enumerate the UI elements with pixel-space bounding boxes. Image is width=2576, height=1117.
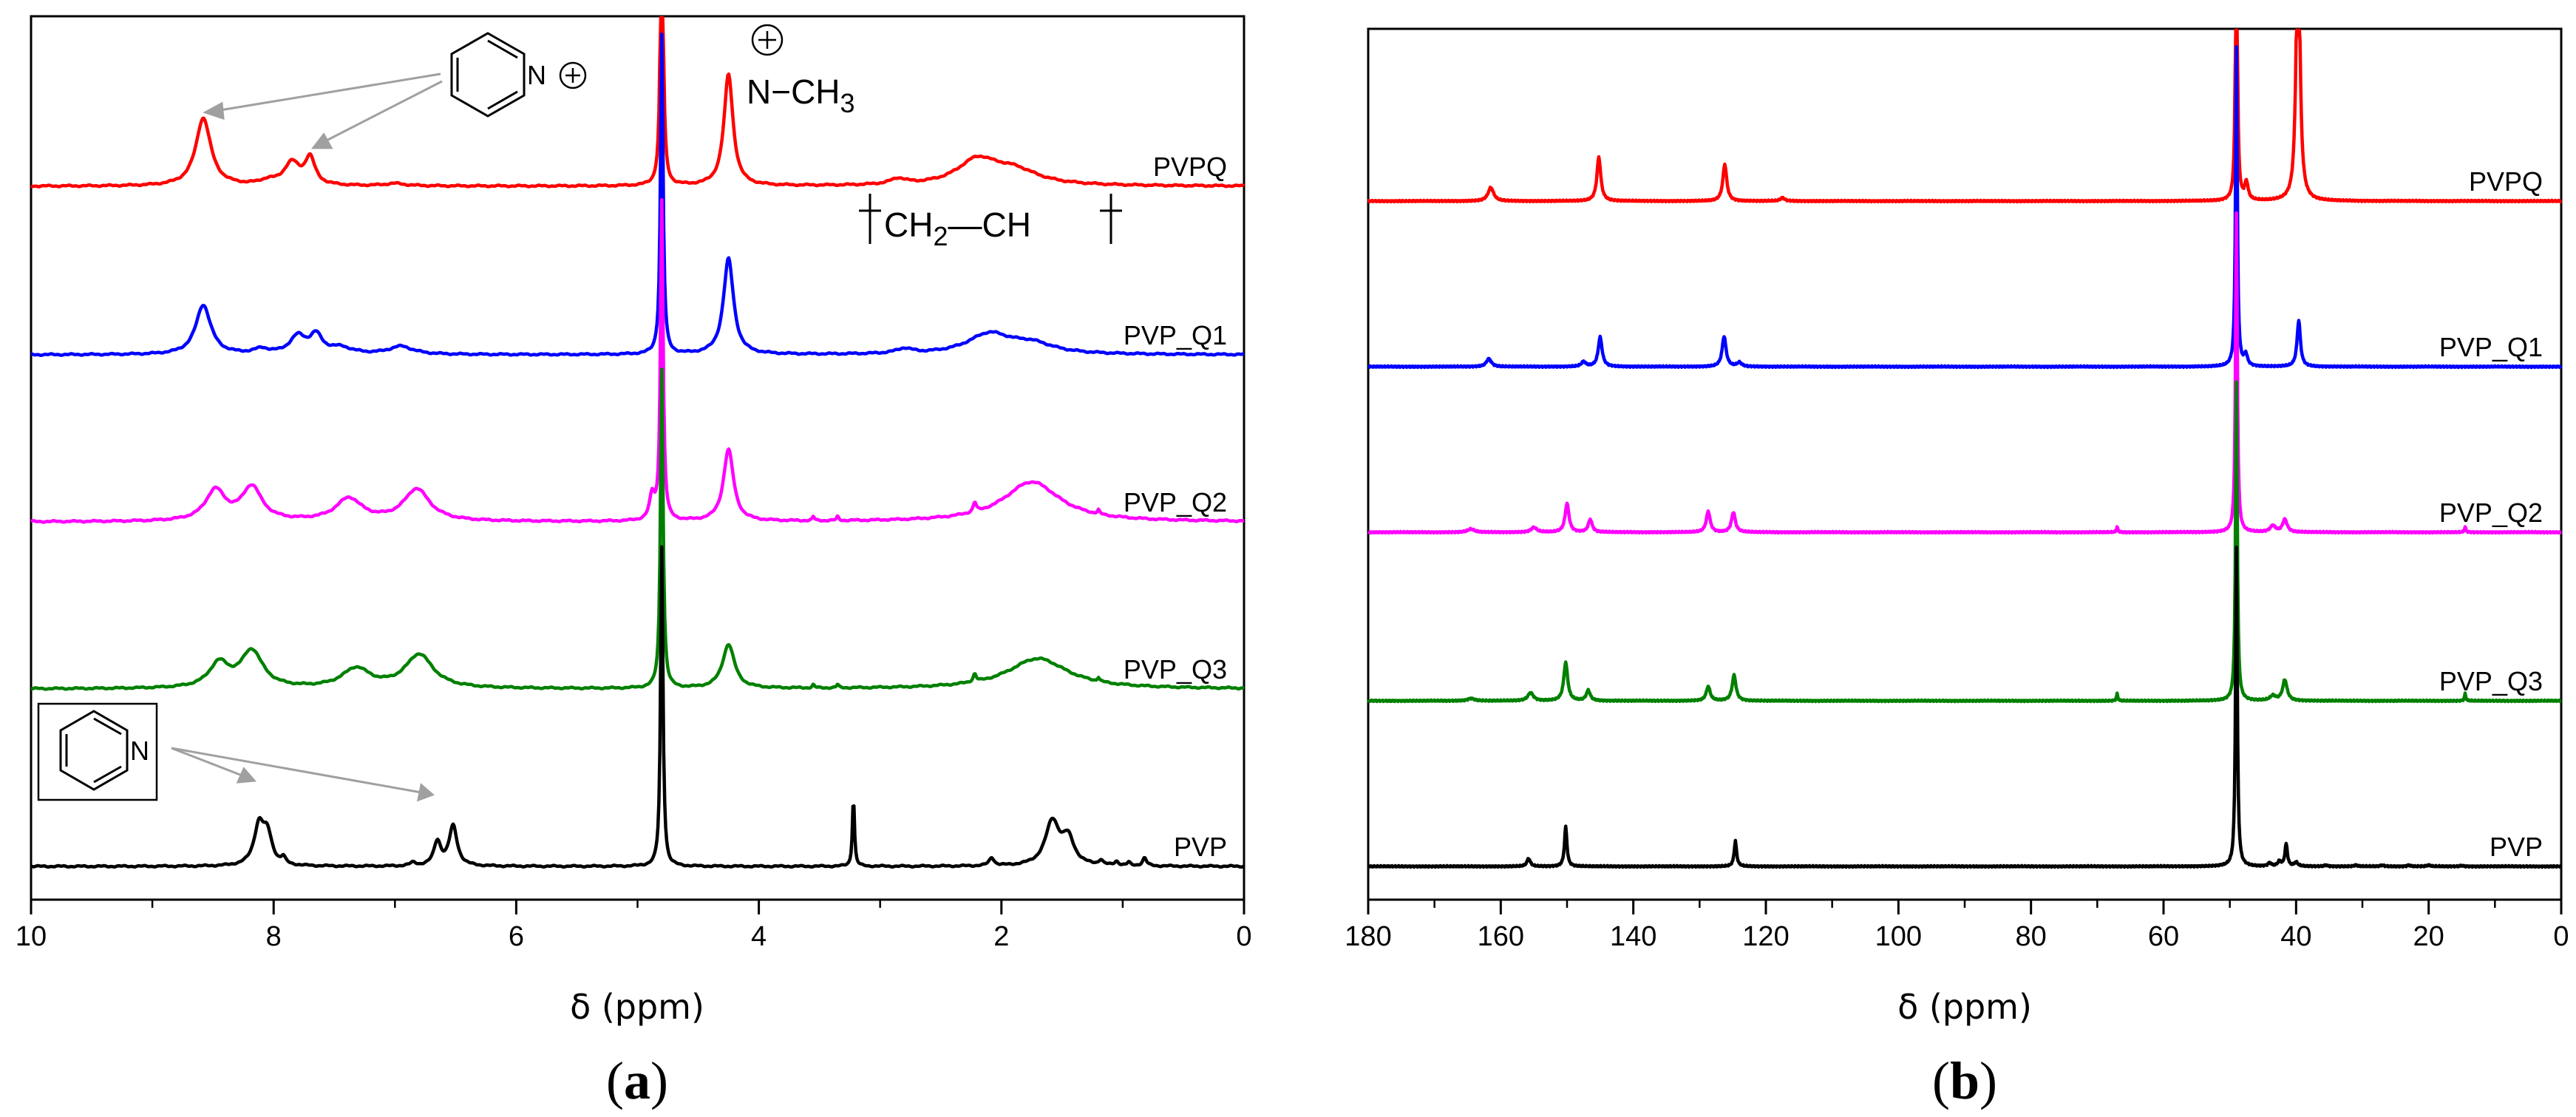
panel-b-x-axis-title: δ (ppm) bbox=[1897, 987, 2032, 1027]
series-label-pvpq: PVPQ bbox=[1153, 152, 1227, 182]
series-label-pvp-q3: PVP_Q3 bbox=[1124, 654, 1227, 685]
pyridinium-ring-structure: N bbox=[450, 32, 587, 118]
x-tick-label: 180 bbox=[1345, 921, 1391, 952]
pyridinium-arrows bbox=[203, 72, 443, 149]
n-methyl-label: N−CH3 bbox=[747, 72, 855, 118]
pyridinium-n-label: N bbox=[527, 60, 546, 90]
panel-a-label: (a) bbox=[606, 1051, 668, 1110]
backbone-ch2-label: CH2—CH bbox=[884, 206, 1031, 251]
x-tick-label: 4 bbox=[751, 921, 767, 952]
series-label-pvp-q2: PVP_Q2 bbox=[1124, 487, 1227, 517]
x-tick-label: 80 bbox=[2016, 921, 2047, 952]
series-line-pvp bbox=[30, 545, 1245, 869]
x-tick-label: 8 bbox=[266, 921, 282, 952]
panel-a-chart: 10 8 6 4 2 0 PVPQ PVP_Q1 PVP_Q2 PVP_Q3 PVP δ (ppm… bbox=[16, 15, 1252, 1110]
n-methyl-plus-icon bbox=[751, 24, 784, 56]
panel-b-x-ticks: 180 160 140 120 100 80 60 40 20 0 bbox=[1345, 900, 2569, 952]
panel-b-series: PVPQ PVP_Q1 PVP_Q2 PVP_Q3 PVP bbox=[1367, 28, 2563, 869]
x-tick-label: 40 bbox=[2280, 921, 2311, 952]
series-label-pvp: PVP bbox=[2490, 832, 2543, 862]
x-tick-label: 160 bbox=[1478, 921, 1524, 952]
series-label-pvp-q2: PVP_Q2 bbox=[2439, 498, 2543, 528]
series-line-pvp-q3 bbox=[30, 367, 1245, 691]
series-line-pvp bbox=[1367, 545, 2563, 869]
series-line-pvp-q3 bbox=[1367, 380, 2563, 704]
panel-b-frame bbox=[1367, 27, 2563, 901]
x-tick-label: 0 bbox=[1236, 921, 1251, 952]
backbone-annotation: CH2—CH bbox=[859, 194, 1122, 251]
series-line-pvpq bbox=[30, 16, 1245, 189]
x-tick-label: 10 bbox=[16, 921, 47, 952]
series-line-pvp-q2 bbox=[30, 197, 1245, 524]
panel-a-x-ticks: 10 8 6 4 2 0 bbox=[16, 900, 1252, 952]
panel-a-x-axis-title: δ (ppm) bbox=[570, 987, 704, 1027]
series-label-pvp: PVP bbox=[1174, 832, 1227, 862]
series-label-pvp-q1: PVP_Q1 bbox=[1124, 320, 1227, 350]
x-tick-label: 2 bbox=[993, 921, 1009, 952]
n-methyl-annotation: N−CH3 bbox=[747, 24, 855, 118]
pyridine-n-label: N bbox=[130, 736, 149, 766]
positive-charge-icon bbox=[559, 61, 587, 89]
panel-b-label: (b) bbox=[1932, 1051, 1997, 1110]
series-line-pvpq bbox=[1367, 28, 2563, 204]
x-tick-label: 140 bbox=[1610, 921, 1656, 952]
series-label-pvpq: PVPQ bbox=[2469, 166, 2543, 197]
x-tick-label: 20 bbox=[2413, 921, 2444, 952]
series-label-pvp-q1: PVP_Q1 bbox=[2439, 332, 2543, 362]
series-line-pvp-q1 bbox=[30, 32, 1245, 357]
panel-a-series: PVPQ PVP_Q1 PVP_Q2 PVP_Q3 PVP bbox=[30, 16, 1245, 869]
series-label-pvp-q3: PVP_Q3 bbox=[2439, 666, 2543, 696]
pyridine-ring-structure: N bbox=[37, 702, 158, 801]
panel-b-chart: 180 160 140 120 100 80 60 40 20 0 PVPQ PVP_Q1 PVP_Q… bbox=[1345, 27, 2569, 1110]
x-tick-label: 100 bbox=[1875, 921, 1922, 952]
pyridine-arrows bbox=[171, 747, 435, 802]
x-tick-label: 120 bbox=[1742, 921, 1789, 952]
x-tick-label: 6 bbox=[509, 921, 524, 952]
x-tick-label: 60 bbox=[2148, 921, 2179, 952]
x-tick-label: 0 bbox=[2553, 921, 2569, 952]
series-line-pvp-q2 bbox=[1367, 211, 2563, 535]
series-line-pvp-q1 bbox=[1367, 44, 2563, 370]
